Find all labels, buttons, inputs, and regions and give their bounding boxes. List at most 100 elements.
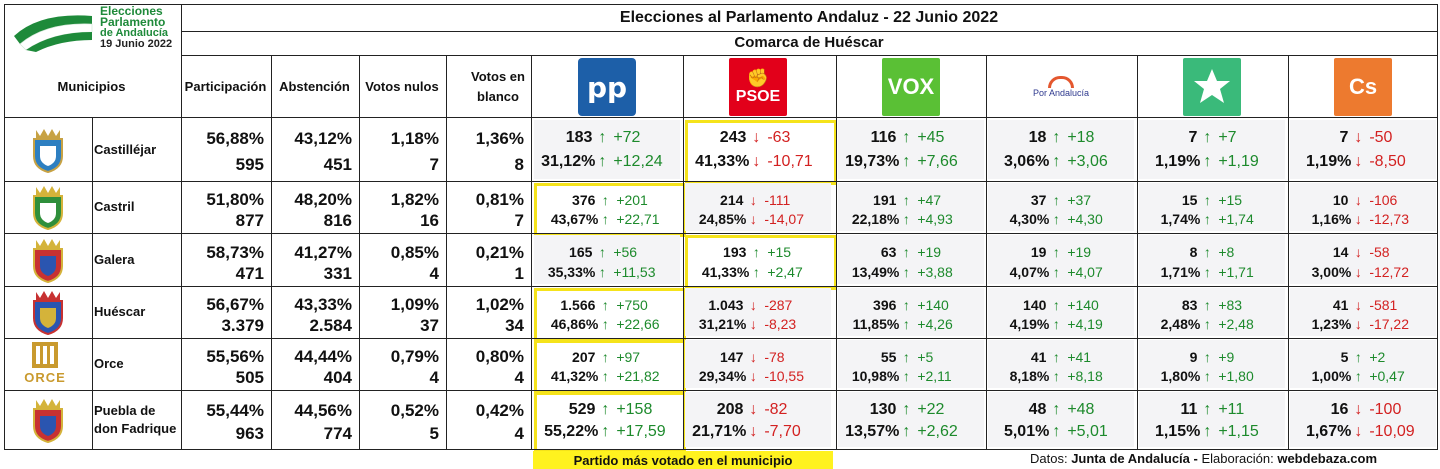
party-percent-diff: ↑ +0,47 xyxy=(1351,366,1405,386)
party-votes-diff-value: +19 xyxy=(917,244,942,260)
winner-legend: Partido más votado en el municipio xyxy=(533,451,833,469)
grid-vline xyxy=(271,55,272,449)
party-result-pp: 165 ↑ +56 35,33% ↑ +11,53 xyxy=(534,235,680,284)
municipio-name: Huéscar xyxy=(94,304,146,319)
party-votes-diff-value: +158 xyxy=(616,401,653,418)
blanco-count: 4 xyxy=(514,424,524,443)
nulos-count: 4 xyxy=(429,264,439,283)
party-votes: 83 xyxy=(1181,297,1198,313)
logo-line-4: 19 Junio 2022 xyxy=(100,38,173,50)
andalucia-flag-icon xyxy=(14,15,93,52)
grid-vline xyxy=(4,4,5,449)
party-percent-diff: ↑ +3,88 xyxy=(899,262,953,282)
abstencion-count: 451 xyxy=(323,155,352,174)
party-percent-diff: ↑ +8,18 xyxy=(1049,366,1103,386)
party-percent-diff: ↑ +2,62 xyxy=(899,422,957,442)
party-votes-diff: ↑ +19 xyxy=(899,242,941,262)
party-votes-diff: ↑ +83 xyxy=(1200,295,1242,315)
credit-source: Junta de Andalucía - xyxy=(1071,451,1198,466)
arrow-up-icon: ↑ xyxy=(752,244,760,260)
grid-vline xyxy=(181,4,182,449)
party-votes-diff-value: -106 xyxy=(1369,192,1398,208)
party-votes-diff-value: +11 xyxy=(1218,401,1245,418)
party-votes: 41 xyxy=(1332,297,1349,313)
party-logo-vox: VOX xyxy=(882,58,940,116)
abstencion-percent: 43,33% xyxy=(294,295,352,314)
party-result-psoe: 1.043 ↓ -287 31,21% ↓ -8,23 xyxy=(685,288,831,336)
party-percent-diff-value: +4,26 xyxy=(917,316,953,332)
party-votes: 15 xyxy=(1181,192,1198,208)
arrow-up-icon: ↑ xyxy=(1203,129,1212,146)
party-votes: 1.043 xyxy=(708,297,744,313)
party-votes-diff: ↓ -82 xyxy=(746,400,787,420)
party-percent: 22,18% xyxy=(851,211,900,227)
arrow-up-icon: ↑ xyxy=(1052,244,1060,260)
party-result-cs: 5 ↑ +2 1,00% ↑ +0,47 xyxy=(1290,340,1436,388)
party-votes-diff-value: +97 xyxy=(616,349,641,365)
party-percent-diff: ↑ +3,06 xyxy=(1049,152,1107,172)
party-percent-diff-value: +22,66 xyxy=(616,316,660,332)
party-result-porandalucia: 140 ↑ +140 4,19% ↑ +4,19 xyxy=(988,288,1134,336)
grid-hline xyxy=(4,338,1437,339)
party-result-adelante: 9 ↑ +9 1,80% ↑ +1,80 xyxy=(1139,340,1285,388)
party-percent-diff-value: +1,19 xyxy=(1218,153,1259,170)
party-votes-diff-value: +140 xyxy=(1067,297,1099,313)
party-votes-diff-value: -50 xyxy=(1369,129,1393,146)
rose-icon: ✊ xyxy=(746,68,770,88)
arrow-up-icon: ↑ xyxy=(902,129,911,146)
party-percent-diff: ↓ -12,72 xyxy=(1351,262,1409,282)
party-percent-diff: ↓ -10,09 xyxy=(1351,422,1414,442)
party-votes-diff-value: -58 xyxy=(1369,244,1390,260)
arrow-up-icon: ↑ xyxy=(598,129,607,146)
abstencion-count: 404 xyxy=(323,368,352,387)
party-votes-diff: ↑ +11 xyxy=(1200,400,1244,420)
party-percent-diff-value: +1,80 xyxy=(1218,368,1254,384)
party-votes: 11 xyxy=(1180,401,1198,418)
party-percent-diff-value: +2,11 xyxy=(917,368,952,384)
municipio-name: Castril xyxy=(94,199,135,214)
party-percent-diff-value: +0,47 xyxy=(1369,368,1405,384)
party-votes-diff: ↓ -50 xyxy=(1351,128,1392,148)
participacion-count: 595 xyxy=(235,155,264,174)
party-percent: 41,33% xyxy=(695,153,750,170)
party-percent-diff: ↑ +4,30 xyxy=(1049,209,1103,229)
blanco-count: 7 xyxy=(514,211,524,230)
party-votes-diff: ↑ +158 xyxy=(598,400,652,420)
blanco-percent: 1,02% xyxy=(475,295,524,314)
party-votes-diff: ↑ +72 xyxy=(595,128,640,148)
arrow-down-icon: ↓ xyxy=(749,211,757,227)
party-result-porandalucia: 41 ↑ +41 8,18% ↑ +8,18 xyxy=(988,340,1134,388)
party-votes: 207 xyxy=(572,349,596,365)
arrow-up-icon: ↑ xyxy=(598,244,606,260)
party-votes: 7 xyxy=(1339,129,1349,146)
party-result-cs: 16 ↓ -100 1,67% ↓ -10,09 xyxy=(1290,392,1436,447)
arrow-up-icon: ↑ xyxy=(902,264,910,280)
party-result-psoe: 214 ↓ -111 24,85% ↓ -14,07 xyxy=(685,183,831,231)
nulos-count: 5 xyxy=(429,424,439,443)
party-result-cs: 10 ↓ -106 1,16% ↓ -12,73 xyxy=(1290,183,1436,231)
party-votes: 8 xyxy=(1189,244,1198,260)
blanco-count: 8 xyxy=(514,155,524,174)
arrow-up-icon: ↑ xyxy=(1052,423,1061,440)
arrow-down-icon: ↓ xyxy=(749,349,757,365)
party-votes-diff: ↑ +47 xyxy=(899,190,941,210)
party-result-vox: 63 ↑ +19 13,49% ↑ +3,88 xyxy=(838,235,984,284)
grid-vline xyxy=(446,55,447,449)
party-percent: 1,71% xyxy=(1160,264,1201,280)
arrow-down-icon: ↓ xyxy=(749,192,757,208)
party-result-adelante: 7 ↑ +7 1,19% ↑ +1,19 xyxy=(1139,120,1285,179)
municipio-name: Puebla de don Fadrique xyxy=(94,402,177,436)
party-logo-porandalucia: Por Andalucía xyxy=(1032,58,1090,116)
abstencion-percent: 41,27% xyxy=(294,243,352,262)
arrow-up-icon: ↑ xyxy=(601,423,610,440)
party-percent: 13,49% xyxy=(851,264,900,280)
party-votes-diff-value: +41 xyxy=(1067,349,1092,365)
party-votes-diff-value: +9 xyxy=(1218,349,1235,365)
arrow-down-icon: ↓ xyxy=(1354,316,1362,332)
party-percent: 29,34% xyxy=(698,368,747,384)
party-percent-diff: ↑ +2,11 xyxy=(899,366,952,386)
party-percent: 19,73% xyxy=(845,153,900,170)
participacion-percent: 55,56% xyxy=(206,347,264,366)
party-percent-diff: ↑ +17,59 xyxy=(598,422,665,442)
